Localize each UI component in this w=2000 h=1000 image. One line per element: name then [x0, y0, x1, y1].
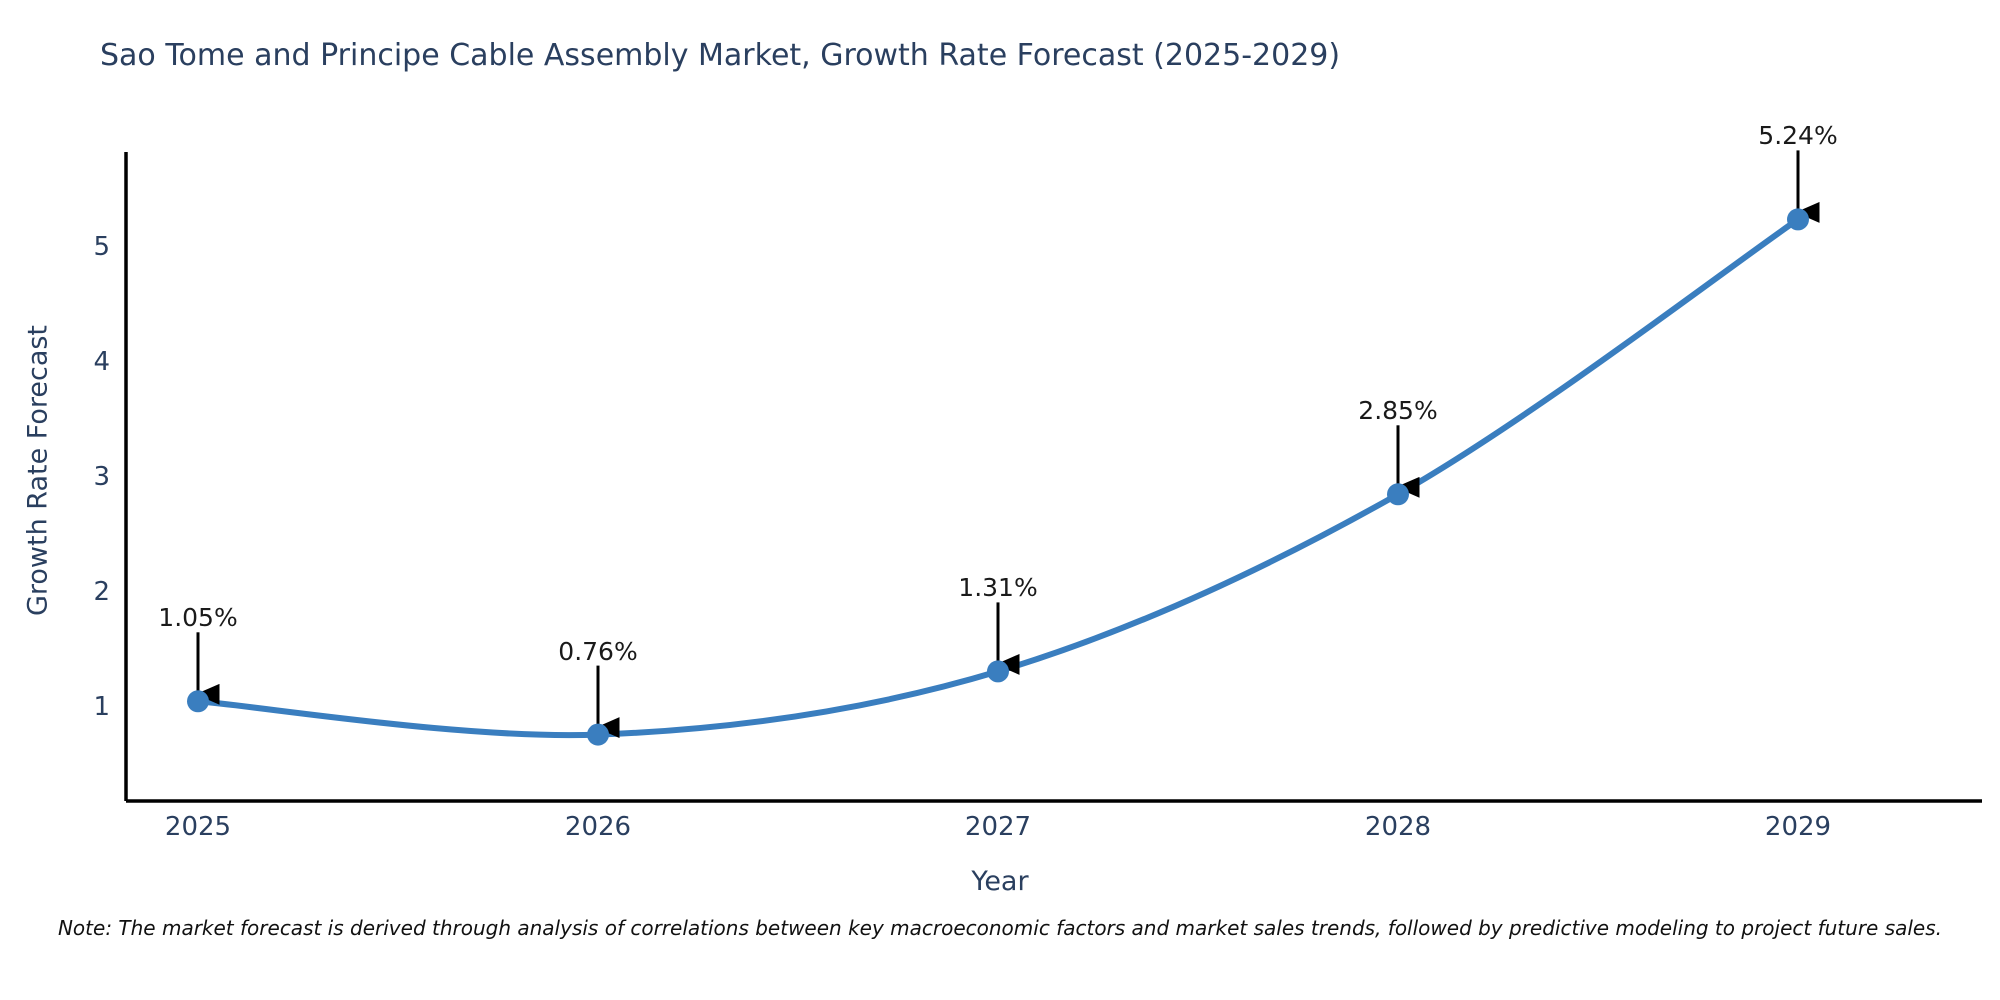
y-tick-label-1: 1 [93, 692, 110, 722]
y-tick-label-5: 5 [93, 232, 110, 262]
y-tick-label-4: 4 [93, 347, 110, 377]
data-point-marker-icon-2027[interactable] [987, 660, 1009, 683]
data-point-marker-icon-2028[interactable] [1387, 483, 1409, 506]
page-title: Sao Tome and Principe Cable Assembly Mar… [100, 38, 1341, 73]
data-label-2029: 5.24% [1758, 121, 1838, 151]
x-tick-label-2027: 2027 [964, 812, 1032, 842]
footnote-text: Note: The market forecast is derived thr… [57, 916, 1943, 940]
x-tick-label-2025: 2025 [164, 812, 232, 842]
x-axis-title: Year [971, 866, 1029, 897]
x-tick-label-2029: 2029 [1764, 812, 1832, 842]
data-label-2028: 2.85% [1358, 396, 1438, 426]
y-tick-label-3: 3 [93, 462, 110, 492]
data-point-marker-icon-2029[interactable] [1787, 208, 1809, 231]
data-label-2025: 1.05% [158, 603, 238, 633]
data-label-2026: 0.76% [558, 636, 638, 666]
data-label-2027: 1.31% [958, 573, 1038, 603]
data-point-marker-icon-2025[interactable] [187, 690, 209, 713]
y-tick-label-2: 2 [93, 577, 110, 607]
x-tick-label-2028: 2028 [1364, 812, 1432, 842]
data-point-marker-icon-2026[interactable] [587, 723, 609, 746]
x-tick-label-2026: 2026 [564, 812, 632, 842]
